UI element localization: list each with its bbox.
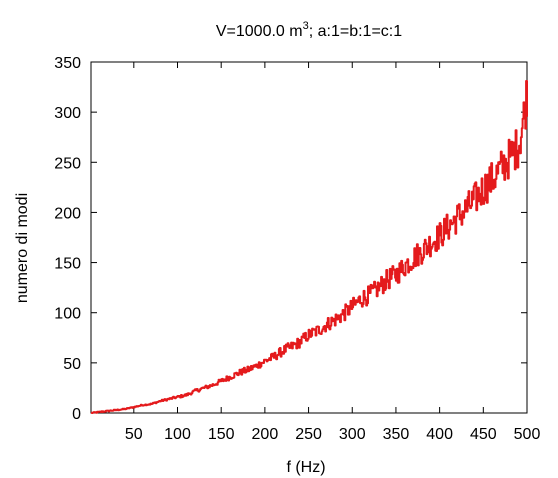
y-tick-label: 300	[54, 105, 81, 122]
y-tick-label: 150	[54, 256, 81, 273]
chart-title-rest: ; a:1=b:1=c:1	[309, 23, 403, 40]
x-tick-label: 250	[295, 426, 322, 443]
x-tick-label: 200	[252, 426, 279, 443]
y-tick-label: 100	[54, 306, 81, 323]
x-tick-label: 450	[470, 426, 497, 443]
x-tick-label: 50	[125, 426, 143, 443]
y-tick-label: 250	[54, 155, 81, 172]
plot-frame	[90, 61, 528, 414]
x-axis-label: f (Hz)	[286, 459, 325, 476]
chart-title: V=1000.0 m3; a:1=b:1=c:1	[216, 20, 402, 40]
x-tick-label: 300	[339, 426, 366, 443]
x-tick-label: 150	[208, 426, 235, 443]
y-tick-label: 200	[54, 205, 81, 222]
y-tick-label: 0	[72, 406, 81, 423]
x-tick-label: 350	[383, 426, 410, 443]
series-line-modes	[90, 80, 528, 414]
chart-title-base: V=1000.0 m	[216, 23, 303, 40]
axis-ticks: 50 100 150 200 250 300 350 400 450 500 0 50 100 150 20…	[54, 55, 540, 443]
x-tick-label: 100	[164, 426, 191, 443]
y-tick-label: 50	[63, 356, 81, 373]
chart-title-superscript: 3	[303, 20, 309, 32]
x-tick-label: 400	[426, 426, 453, 443]
x-tick-label: 500	[514, 426, 541, 443]
y-tick-label: 350	[54, 55, 81, 72]
y-axis-label: numero di modi	[14, 193, 31, 303]
